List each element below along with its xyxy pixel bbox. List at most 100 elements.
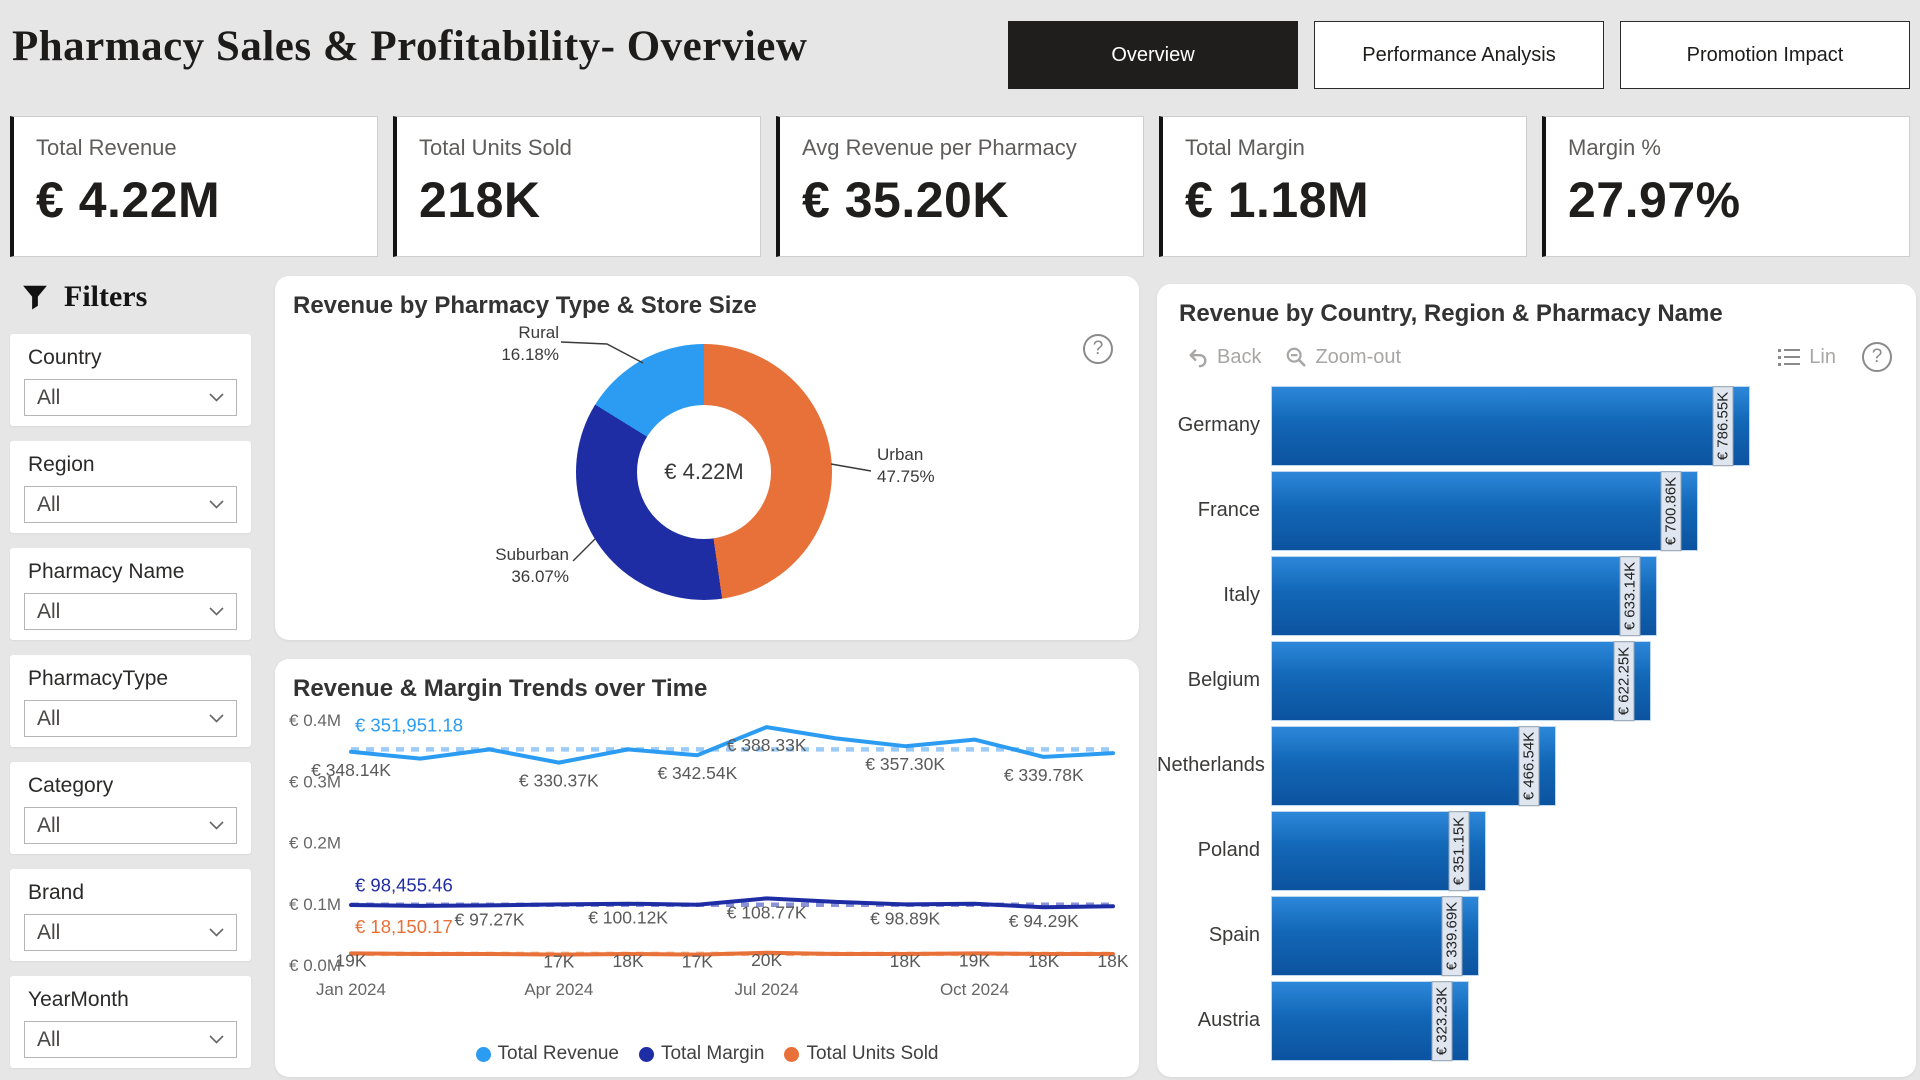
svg-text:€ 97.27K: € 97.27K — [455, 909, 525, 929]
trend-chart-title: Revenue & Margin Trends over Time — [293, 675, 708, 702]
svg-text:€ 348.14K: € 348.14K — [311, 760, 391, 780]
bar-category-label: Poland — [1197, 839, 1260, 861]
filter-card-pharmacytype: PharmacyType All — [10, 655, 251, 747]
page-title: Pharmacy Sales & Profitability- Overview — [12, 23, 808, 70]
donut-center-label: € 4.22M — [637, 405, 771, 539]
kpi-label: Total Units Sold — [419, 135, 572, 160]
undo-arrow-icon — [1189, 349, 1207, 368]
svg-text:€ 18,150.17: € 18,150.17 — [355, 916, 453, 937]
svg-text:20K: 20K — [751, 950, 782, 970]
chevron-down-icon — [209, 607, 224, 616]
bar-category-label: Netherlands — [1157, 754, 1265, 776]
bar-category-label: Italy — [1223, 584, 1260, 606]
svg-text:17K: 17K — [543, 952, 574, 972]
svg-text:Oct 2024: Oct 2024 — [940, 980, 1009, 999]
list-view-button[interactable]: Lin — [1777, 346, 1836, 369]
bar-poland[interactable]: € 351.15K — [1272, 810, 1486, 891]
svg-text:€ 108.77K: € 108.77K — [727, 902, 807, 922]
svg-text:€ 100.12K: € 100.12K — [588, 908, 668, 928]
bar-track: € 700.86K — [1272, 470, 1900, 551]
svg-text:€ 388.33K: € 388.33K — [727, 735, 807, 755]
bar-row-austria: Austria € 323.23K — [1157, 978, 1900, 1063]
bar-row-poland: Poland € 351.15K — [1157, 808, 1900, 893]
zoom-out-button[interactable]: Zoom-out — [1285, 346, 1401, 369]
filter-cards: Country All Region All Pharmacy Name All… — [10, 334, 251, 1068]
tab-performance-analysis[interactable]: Performance Analysis — [1314, 21, 1604, 89]
bar-value-label: € 633.14K — [1619, 555, 1641, 636]
bar-value-label: € 351.15K — [1448, 810, 1470, 891]
bar-netherlands[interactable]: € 466.54K — [1272, 725, 1556, 806]
help-icon[interactable]: ? — [1862, 342, 1892, 372]
legend-dot — [475, 1046, 491, 1062]
bar-italy[interactable]: € 633.14K — [1272, 555, 1657, 636]
kpi-total-units-sold: Total Units Sold 218K — [393, 116, 761, 257]
back-button[interactable]: Back — [1187, 346, 1261, 369]
filters-heading: Filters — [64, 280, 148, 313]
svg-text:19K: 19K — [959, 950, 990, 970]
bar-category-label: Belgium — [1187, 669, 1260, 691]
kpi-value: 27.97% — [1568, 172, 1741, 228]
svg-text:€ 98.89K: € 98.89K — [870, 908, 940, 928]
pharmacytype-filter-dropdown[interactable]: All — [24, 700, 237, 737]
yearmonth-filter-dropdown[interactable]: All — [24, 1021, 237, 1058]
bar-chart-title: Revenue by Country, Region & Pharmacy Na… — [1179, 300, 1723, 327]
trend-legend: Total Revenue Total Margin Total Units S… — [275, 1043, 1139, 1065]
legend-item-total-revenue: Total Revenue — [475, 1043, 619, 1065]
filter-label: PharmacyType — [28, 667, 169, 690]
chevron-down-icon — [209, 500, 224, 509]
bar-value-label: € 786.55K — [1712, 385, 1734, 466]
filter-label: Region — [28, 453, 95, 476]
kpi-label: Avg Revenue per Pharmacy — [802, 135, 1077, 160]
bar-chart-toolbar: Back Zoom-out Lin ? — [1157, 328, 1916, 372]
category-filter-dropdown[interactable]: All — [24, 807, 237, 844]
bar-row-germany: Germany € 786.55K — [1157, 383, 1900, 468]
bar-category-label: France — [1197, 499, 1260, 521]
bar-value-label: € 622.25K — [1613, 640, 1635, 721]
bar-austria[interactable]: € 323.23K — [1272, 980, 1469, 1061]
filter-label: Category — [28, 774, 114, 797]
svg-text:€ 339.78K: € 339.78K — [1004, 765, 1084, 785]
chevron-down-icon — [209, 821, 224, 830]
chevron-down-icon — [209, 393, 224, 402]
bar-germany[interactable]: € 786.55K — [1272, 385, 1750, 466]
pharmacy-name-filter-dropdown[interactable]: All — [24, 593, 237, 630]
tab-overview[interactable]: Overview — [1008, 21, 1298, 89]
kpi-row: Total Revenue € 4.22M Total Units Sold 2… — [10, 116, 1910, 257]
tab-promotion-impact[interactable]: Promotion Impact — [1620, 21, 1910, 89]
bar-france[interactable]: € 700.86K — [1272, 470, 1698, 551]
svg-text:18K: 18K — [890, 951, 921, 971]
bar-track: € 339.69K — [1272, 895, 1900, 976]
bar-category-label: Germany — [1177, 414, 1260, 436]
trend-line-chart[interactable]: € 0.4M € 0.3M € 0.2M € 0.1M € 0.0M Jan 2024 Ap… — [283, 701, 1131, 1036]
svg-text:€ 342.54K: € 342.54K — [657, 763, 737, 783]
svg-text:€ 0.1M: € 0.1M — [289, 895, 341, 914]
kpi-total-revenue: Total Revenue € 4.22M — [10, 116, 378, 257]
brand-filter-dropdown[interactable]: All — [24, 914, 237, 951]
region-filter-dropdown[interactable]: All — [24, 486, 237, 523]
svg-text:Apr 2024: Apr 2024 — [524, 980, 593, 999]
bar-spain[interactable]: € 339.69K — [1272, 895, 1479, 976]
bar-category-label: Spain — [1208, 924, 1260, 946]
legend-dot — [784, 1046, 800, 1062]
svg-text:19K: 19K — [335, 950, 366, 970]
country-filter-dropdown[interactable]: All — [24, 379, 237, 416]
filter-card-brand: Brand All — [10, 869, 251, 961]
svg-text:€ 330.37K: € 330.37K — [519, 771, 599, 791]
svg-text:€ 0.3M: € 0.3M — [289, 772, 341, 791]
donut-label-suburban: Suburban 36.07% — [495, 545, 569, 587]
bar-belgium[interactable]: € 622.25K — [1272, 640, 1650, 721]
svg-text:€ 351,951.18: € 351,951.18 — [355, 714, 463, 735]
filter-funnel-icon — [20, 282, 50, 312]
bar-row-italy: Italy € 633.14K — [1157, 553, 1900, 638]
filter-card-region: Region All — [10, 441, 251, 533]
help-icon[interactable]: ? — [1083, 334, 1113, 364]
bar-row-netherlands: Netherlands € 466.54K — [1157, 723, 1900, 808]
kpi-value: € 4.22M — [36, 172, 221, 228]
kpi-label: Total Revenue — [36, 135, 177, 160]
svg-text:€ 0.2M: € 0.2M — [289, 834, 341, 853]
bar-chart-panel: Revenue by Country, Region & Pharmacy Na… — [1157, 284, 1916, 1077]
bar-track: € 351.15K — [1272, 810, 1900, 891]
kpi-total-margin: Total Margin € 1.18M — [1159, 116, 1527, 257]
bar-track: € 622.25K — [1272, 640, 1900, 721]
list-icon — [1778, 349, 1801, 366]
